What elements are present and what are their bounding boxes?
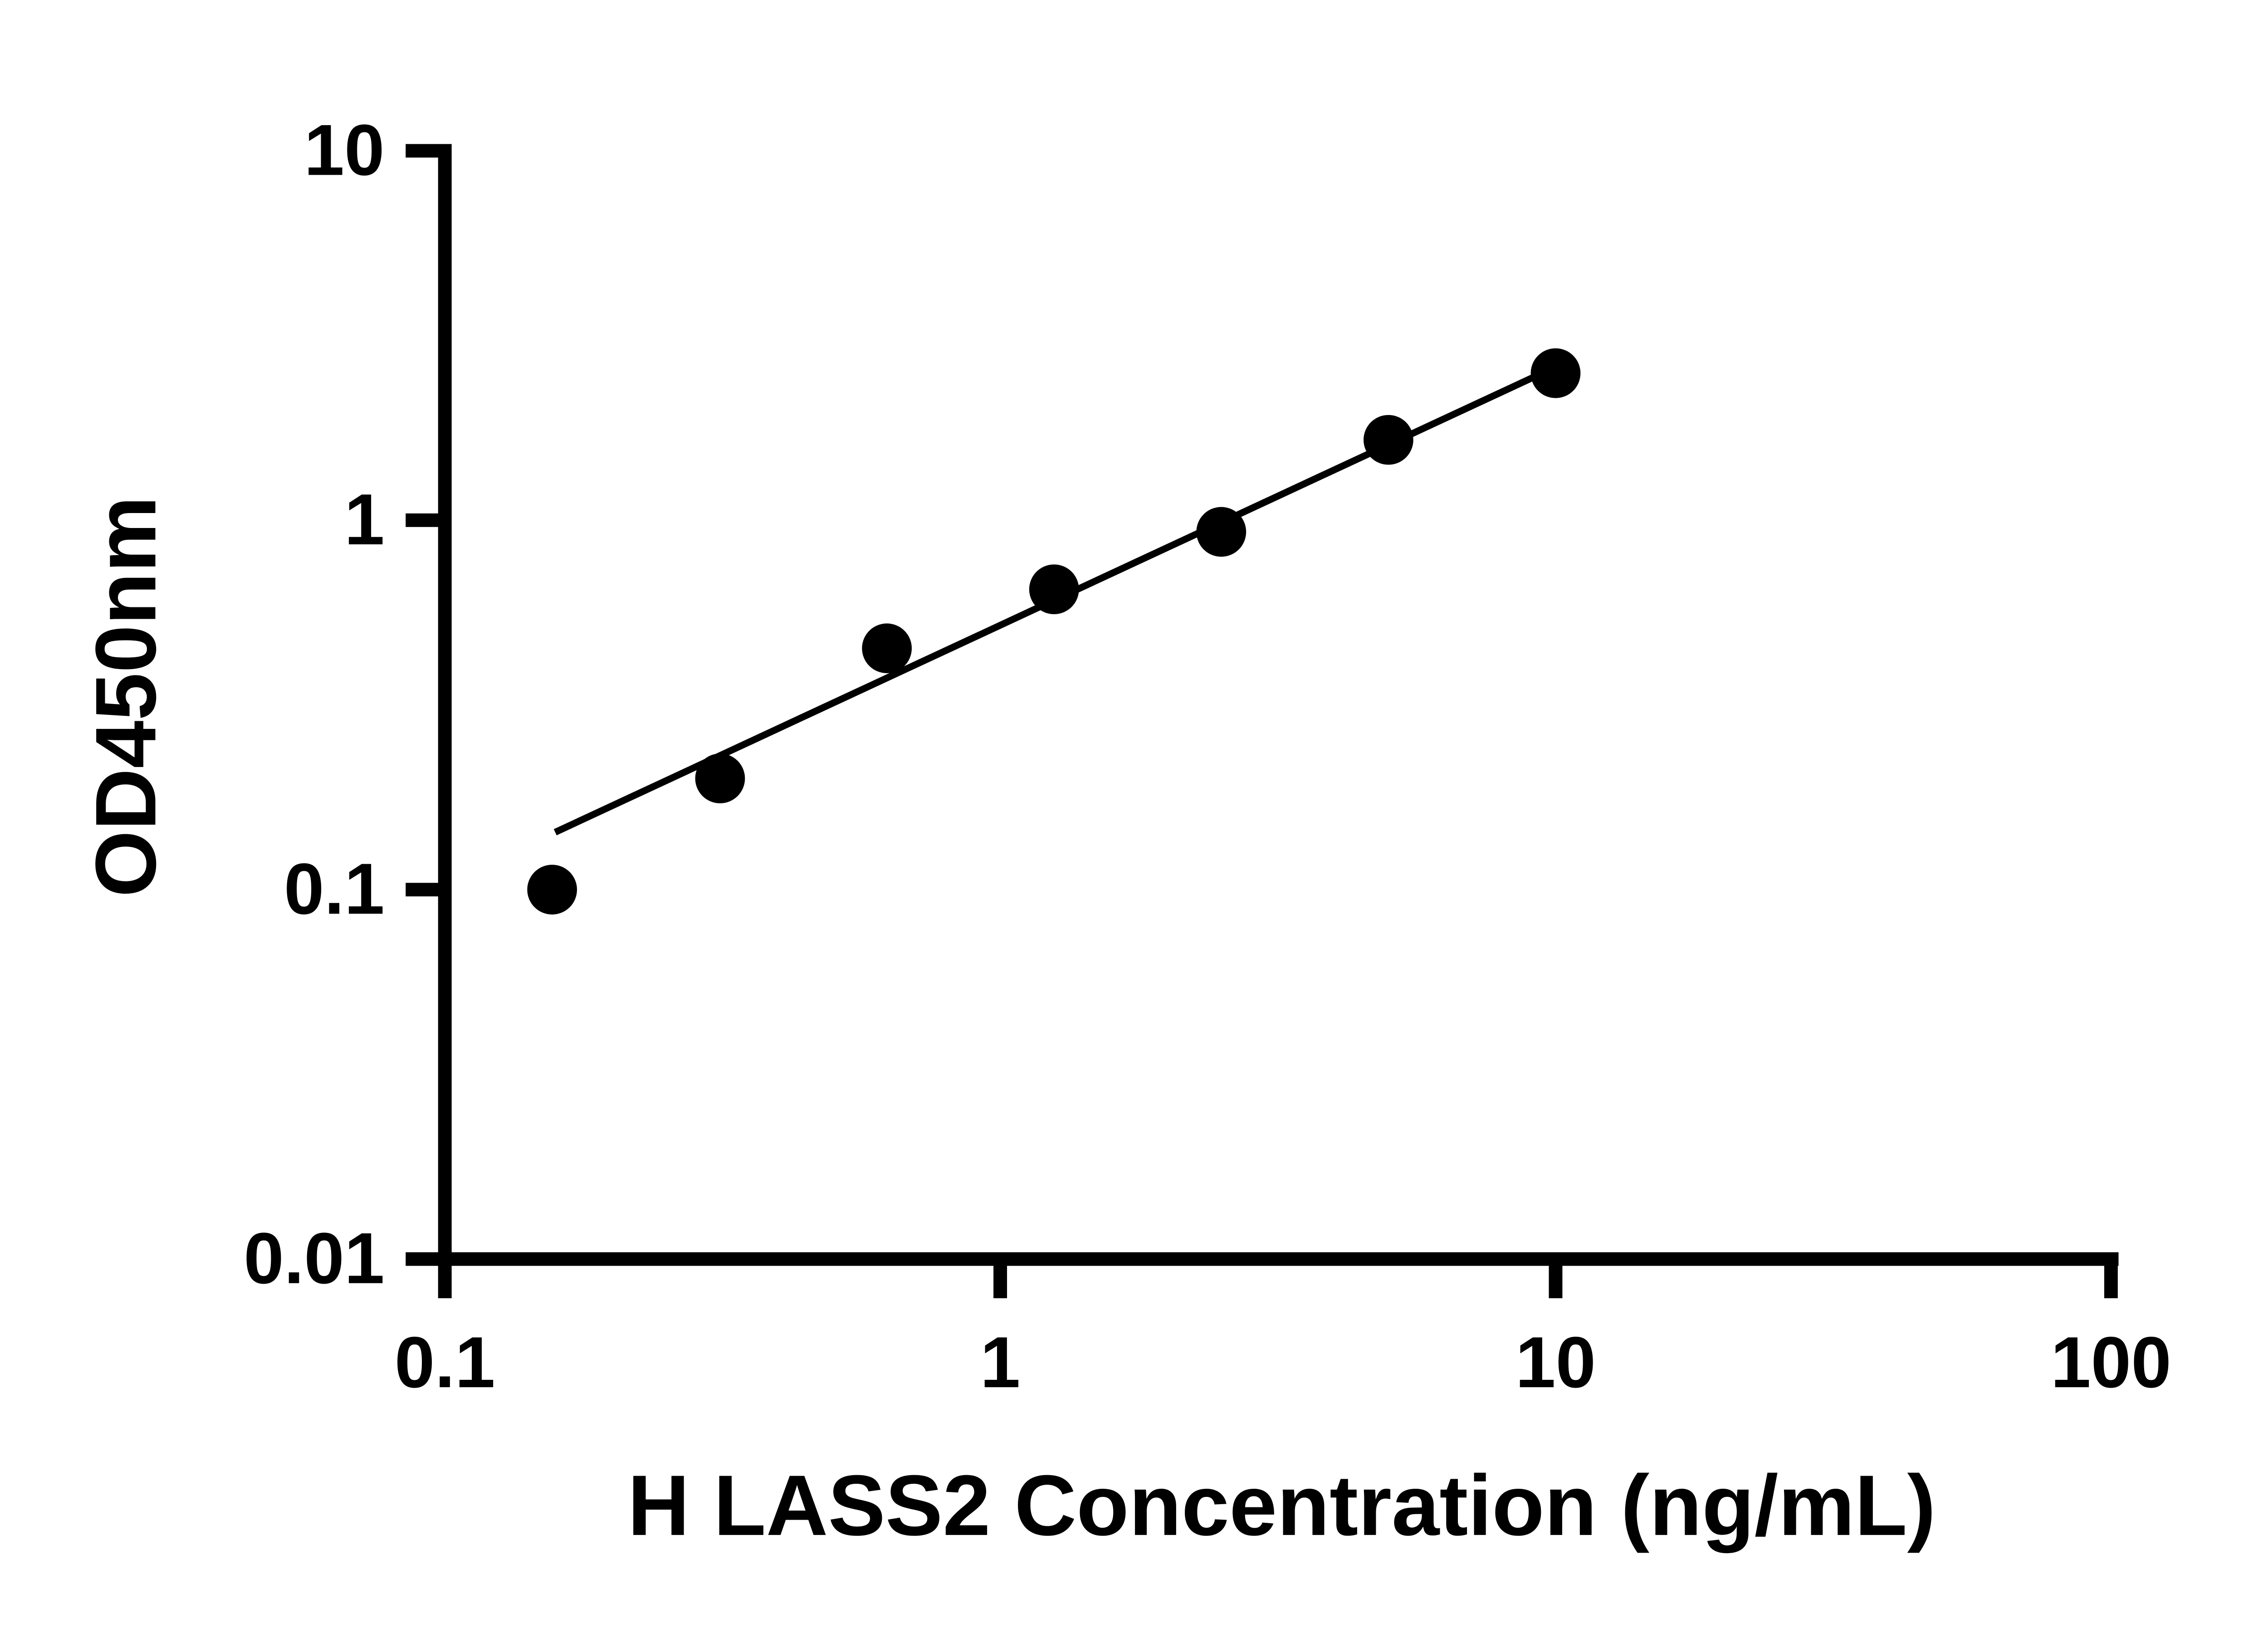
y-tick-label: 0.1	[284, 848, 385, 929]
data-point	[1364, 415, 1413, 465]
x-tick-label: 100	[2051, 1322, 2171, 1403]
y-tick-label: 1	[344, 479, 385, 560]
y-axis-label: OD450nm	[78, 496, 174, 897]
data-point	[695, 753, 745, 803]
y-tick-label: 0.01	[244, 1218, 385, 1299]
data-point	[527, 865, 577, 915]
axis-spine	[438, 144, 2119, 1266]
data-point	[862, 623, 912, 674]
x-tick-label: 10	[1515, 1322, 1596, 1403]
x-axis-label: H LASS2 Concentration (ng/mL)	[628, 1457, 1936, 1554]
data-point	[1196, 507, 1246, 557]
data-point	[1530, 348, 1581, 398]
x-tick-label: 0.1	[395, 1322, 495, 1403]
x-tick-label: 1	[980, 1322, 1021, 1403]
y-tick-label: 10	[304, 110, 384, 191]
data-point	[1029, 564, 1079, 615]
